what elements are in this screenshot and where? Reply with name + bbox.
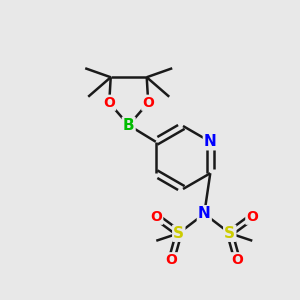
Text: O: O (165, 253, 177, 267)
Text: O: O (142, 96, 154, 110)
Text: B: B (123, 118, 134, 133)
Text: N: N (198, 206, 211, 221)
Text: O: O (103, 96, 115, 110)
Text: O: O (231, 253, 243, 267)
Text: O: O (246, 210, 258, 224)
Text: S: S (224, 226, 235, 241)
Text: S: S (173, 226, 184, 241)
Text: O: O (150, 210, 162, 224)
Text: N: N (204, 134, 217, 149)
